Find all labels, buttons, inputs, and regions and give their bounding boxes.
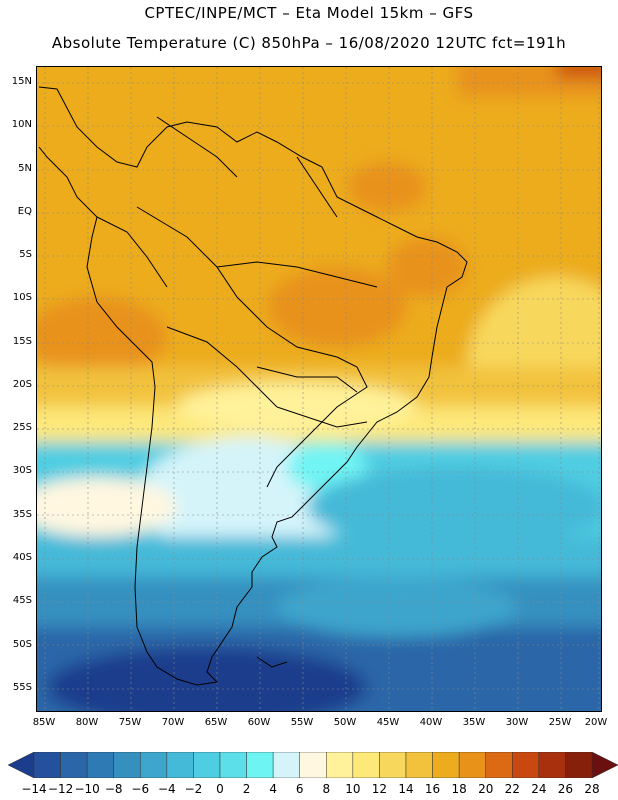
colorbar-segment [379, 752, 407, 778]
temperature-map [36, 66, 602, 712]
colorbar-segment [193, 752, 221, 778]
longitude-label: 85W [32, 717, 56, 728]
colorbar-segment [272, 752, 300, 778]
longitude-label: 55W [290, 717, 314, 728]
colorbar-label: 12 [371, 782, 388, 796]
colorbar-label: −6 [131, 782, 150, 796]
longitude-label: 30W [505, 717, 529, 728]
colorbar-label: −14 [21, 782, 47, 796]
colorbar-label: −2 [184, 782, 203, 796]
color-scale-bar [8, 752, 618, 778]
colorbar-label: −12 [47, 782, 74, 796]
colorbar-segment [512, 752, 540, 778]
colorbar-segment [113, 752, 141, 778]
colorbar-max-arrow [591, 752, 618, 778]
colorbar-segment [33, 752, 61, 778]
colorbar-label: 14 [398, 782, 414, 796]
colorbar-label: 2 [242, 782, 251, 796]
colorbar-label: 26 [557, 782, 574, 796]
latitude-label: 25S [12, 422, 32, 433]
colorbar-label: −10 [74, 782, 100, 796]
temperature-shading [37, 67, 601, 711]
colorbar-label: −8 [104, 782, 123, 796]
colorbar-label: 6 [295, 782, 304, 796]
latitude-label: 50S [12, 639, 32, 650]
latitude-label: 15N [11, 76, 32, 87]
colorbar-segment [140, 752, 168, 778]
colorbar-segment [326, 752, 354, 778]
map-title-line2: Absolute Temperature (C) 850hPa – 16/08/… [51, 34, 567, 52]
colorbar-segment [538, 752, 566, 778]
latitude-label: 10S [12, 292, 32, 303]
colorbar-label: 28 [584, 782, 600, 796]
colorbar-segment [485, 752, 513, 778]
longitude-label: 20W [584, 717, 608, 728]
colorbar-label: 18 [451, 782, 467, 796]
longitude-label: 45W [376, 717, 400, 728]
latitude-label: 35S [12, 509, 32, 520]
colorbar-label: 10 [345, 782, 361, 796]
temperature-field [37, 67, 601, 711]
colorbar-segment [565, 752, 593, 778]
graticule [37, 67, 601, 711]
longitude-label: 40W [419, 717, 443, 728]
colorbar-segment [405, 752, 433, 778]
longitude-label: 50W [333, 717, 357, 728]
colorbar-segment [458, 752, 486, 778]
latitude-label: 15S [12, 336, 32, 347]
colorbar-segment [219, 752, 247, 778]
colorbar-label: 0 [216, 782, 224, 796]
colorbar-segment [299, 752, 327, 778]
colorbar-label: −4 [157, 782, 176, 796]
longitude-label: 25W [548, 717, 572, 728]
colorbar-min-arrow [8, 752, 35, 778]
longitude-label: 65W [204, 717, 228, 728]
colorbar-label: 16 [424, 782, 441, 796]
latitude-label: 40S [12, 552, 32, 563]
coastlines [38, 86, 468, 686]
colorbar-segment [352, 752, 380, 778]
latitude-label: 5S [19, 249, 32, 260]
colorbar-label: 24 [531, 782, 547, 796]
map-title-line1: CPTEC/INPE/MCT – Eta Model 15km – GFS [144, 4, 474, 22]
longitude-label: 80W [75, 717, 99, 728]
longitude-label: 35W [462, 717, 486, 728]
longitude-label: 70W [161, 717, 185, 728]
latitude-label: 30S [12, 465, 32, 476]
colorbar-label: 22 [504, 782, 520, 796]
colorbar-segment [86, 752, 114, 778]
latitude-label: 10N [11, 119, 32, 130]
latitude-label: EQ [17, 206, 32, 217]
latitude-label: 5N [18, 163, 32, 174]
latitude-label: 45S [12, 595, 32, 606]
colorbar-label: 4 [269, 782, 277, 796]
colorbar-segment [60, 752, 88, 778]
colorbar-segment [246, 752, 274, 778]
colorbar-label: 20 [478, 782, 494, 796]
colorbar-segment [432, 752, 460, 778]
colorbar-label: 8 [322, 782, 331, 796]
longitude-label: 60W [247, 717, 271, 728]
latitude-label: 20S [12, 379, 32, 390]
latitude-label: 55S [12, 682, 32, 693]
longitude-label: 75W [118, 717, 142, 728]
colorbar-segment [166, 752, 194, 778]
